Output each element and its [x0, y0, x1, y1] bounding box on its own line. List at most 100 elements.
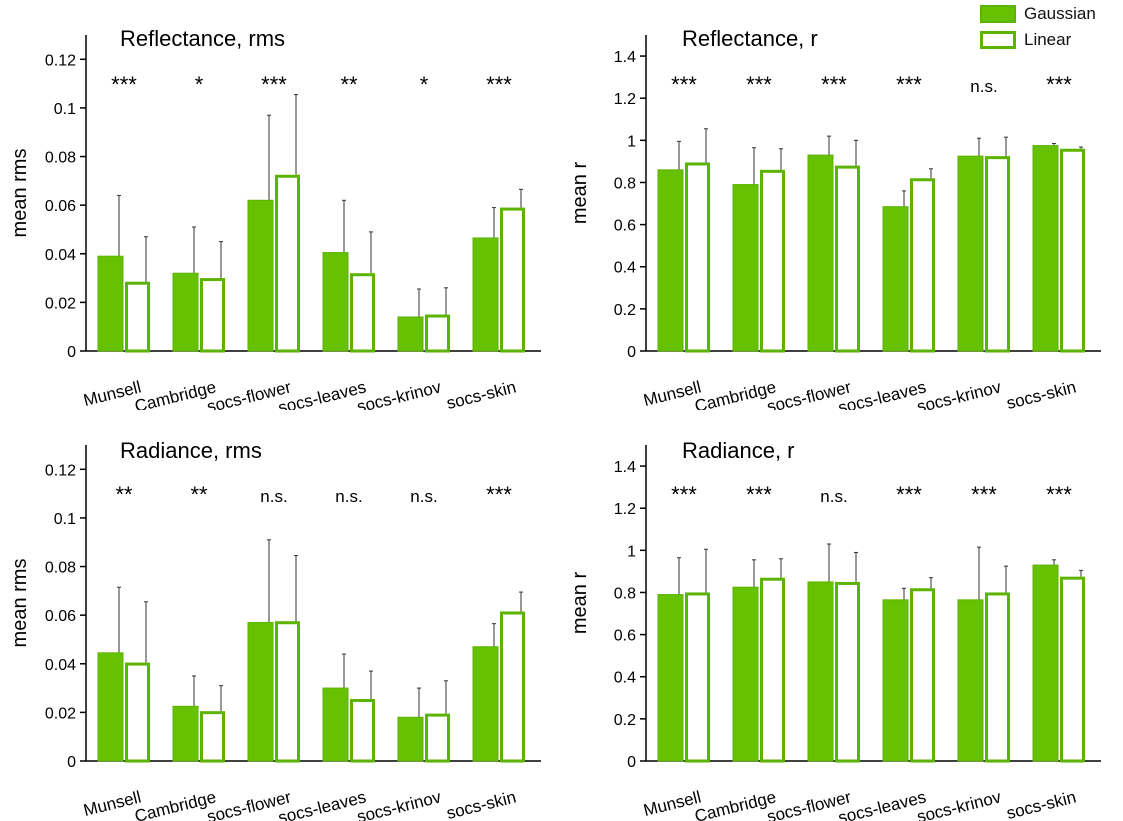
bar-gaussian-socs-leaves: [322, 252, 349, 352]
x-tick-label: socs-skin: [1005, 787, 1078, 821]
y-tick-label: 0.1: [54, 511, 76, 528]
significance-marker: n.s.: [970, 77, 997, 96]
significance-marker: ***: [486, 482, 512, 507]
significance-marker: ***: [1046, 72, 1072, 97]
bar-gaussian-socs-krinov: [397, 716, 424, 762]
significance-marker: n.s.: [335, 487, 362, 506]
significance-marker: *: [195, 72, 204, 97]
legend-item-gaussian: Gaussian: [980, 4, 1096, 24]
bar-gaussian-socs-skin: [1032, 145, 1059, 352]
y-tick-label: 0.12: [45, 462, 76, 479]
significance-marker: ***: [746, 482, 772, 507]
bar-linear-socs-krinov: [425, 713, 450, 763]
significance-marker: n.s.: [820, 487, 847, 506]
bar-linear-socs-flower: [835, 581, 860, 763]
y-tick-label: 0.6: [614, 218, 636, 235]
chart-reflectance-r: 0 0.2 0.4 0.6 0.8 1 1.2 1.4 mean r Reflectance, r…: [569, 26, 1101, 410]
x-tick-label: socs-skin: [445, 787, 518, 821]
y-tick-label: 0.8: [614, 175, 636, 192]
y-tick-label: 1: [627, 133, 636, 150]
x-tick-label: socs-skin: [445, 377, 518, 410]
x-tick-label: socs-krinov: [355, 787, 443, 821]
bar-gaussian-Cambridge: [732, 184, 759, 352]
chart-title: Radiance, r: [682, 438, 795, 463]
bar-gaussian-socs-leaves: [322, 687, 349, 762]
bar-linear-socs-skin: [500, 207, 525, 353]
y-tick-label: 0.2: [614, 712, 636, 729]
y-tick-label: 1.2: [614, 501, 636, 518]
bar-linear-Cambridge: [760, 577, 785, 763]
y-tick-label: 0.2: [614, 302, 636, 319]
significance-marker: n.s.: [260, 487, 287, 506]
chart-title: Reflectance, rms: [120, 26, 285, 51]
bar-linear-socs-krinov: [985, 592, 1010, 763]
legend-label-linear: Linear: [1024, 30, 1072, 49]
y-tick-label: 0.4: [614, 260, 636, 277]
bar-linear-socs-krinov: [425, 314, 450, 353]
bar-gaussian-Munsell: [97, 652, 124, 762]
y-tick-label: 1: [627, 543, 636, 560]
legend-swatch-linear: [980, 31, 1016, 49]
x-tick-label: socs-krinov: [355, 377, 443, 410]
bar-gaussian-Munsell: [657, 594, 684, 762]
chart-radiance-rms: 0 0.02 0.04 0.06 0.08 0.1 0.12 mean rms Radiance…: [9, 438, 541, 821]
y-axis-label: mean r: [569, 572, 591, 635]
bar-gaussian-Cambridge: [172, 705, 199, 762]
bar-linear-Munsell: [685, 592, 710, 763]
bar-gaussian-socs-flower: [247, 621, 274, 762]
significance-marker: ***: [746, 72, 772, 97]
bar-linear-Munsell: [125, 662, 150, 763]
significance-marker: ***: [896, 482, 922, 507]
y-tick-label: 0.06: [45, 198, 76, 215]
x-tick-label: Cambridge: [693, 787, 778, 821]
bar-gaussian-socs-krinov: [957, 155, 984, 352]
bar-gaussian-socs-skin: [472, 646, 499, 762]
significance-marker: ***: [671, 72, 697, 97]
y-tick-label: 0.12: [45, 52, 76, 69]
y-tick-label: 0.06: [45, 608, 76, 625]
x-tick-label: Cambridge: [133, 787, 218, 821]
y-tick-label: 0.6: [614, 628, 636, 645]
y-tick-label: 0.08: [45, 150, 76, 167]
y-axis-label: mean rms: [9, 149, 31, 238]
chart-title: Radiance, rms: [120, 438, 262, 463]
x-tick-label: socs-skin: [1005, 377, 1078, 410]
x-tick-label: Cambridge: [693, 377, 778, 410]
bar-gaussian-socs-flower: [247, 199, 274, 352]
significance-marker: ***: [1046, 482, 1072, 507]
x-tick-label: Cambridge: [133, 377, 218, 410]
bar-gaussian-Munsell: [97, 255, 124, 352]
significance-marker: **: [340, 72, 358, 97]
y-tick-label: 1.4: [614, 459, 636, 476]
significance-marker: **: [190, 482, 208, 507]
x-tick-label: socs-krinov: [915, 787, 1003, 821]
bar-gaussian-socs-flower: [807, 581, 834, 762]
legend-swatch-gaussian: [980, 5, 1016, 23]
significance-marker: ***: [486, 72, 512, 97]
significance-marker: ***: [261, 72, 287, 97]
bar-gaussian-socs-krinov: [397, 316, 424, 352]
bar-linear-Cambridge: [200, 711, 225, 763]
bar-linear-socs-skin: [500, 611, 525, 763]
significance-marker: ***: [821, 72, 847, 97]
bar-linear-Cambridge: [200, 278, 225, 353]
bar-linear-socs-flower: [275, 621, 300, 763]
legend: Gaussian Linear: [980, 4, 1120, 56]
y-tick-label: 1.4: [614, 49, 636, 66]
y-axis-label: mean rms: [9, 559, 31, 648]
bar-linear-Munsell: [685, 162, 710, 353]
significance-marker: **: [115, 482, 133, 507]
significance-marker: ***: [971, 482, 997, 507]
legend-label-gaussian: Gaussian: [1024, 4, 1096, 23]
y-axis-label: mean r: [569, 162, 591, 225]
bar-linear-socs-leaves: [910, 588, 935, 763]
bar-gaussian-Munsell: [657, 169, 684, 352]
y-tick-label: 0.04: [45, 247, 76, 264]
significance-marker: *: [420, 72, 429, 97]
y-tick-label: 0: [67, 754, 76, 771]
significance-marker: ***: [111, 72, 137, 97]
y-tick-label: 0: [627, 754, 636, 771]
legend-item-linear: Linear: [980, 30, 1071, 50]
bar-linear-Cambridge: [760, 169, 785, 353]
chart-title: Reflectance, r: [682, 26, 818, 51]
